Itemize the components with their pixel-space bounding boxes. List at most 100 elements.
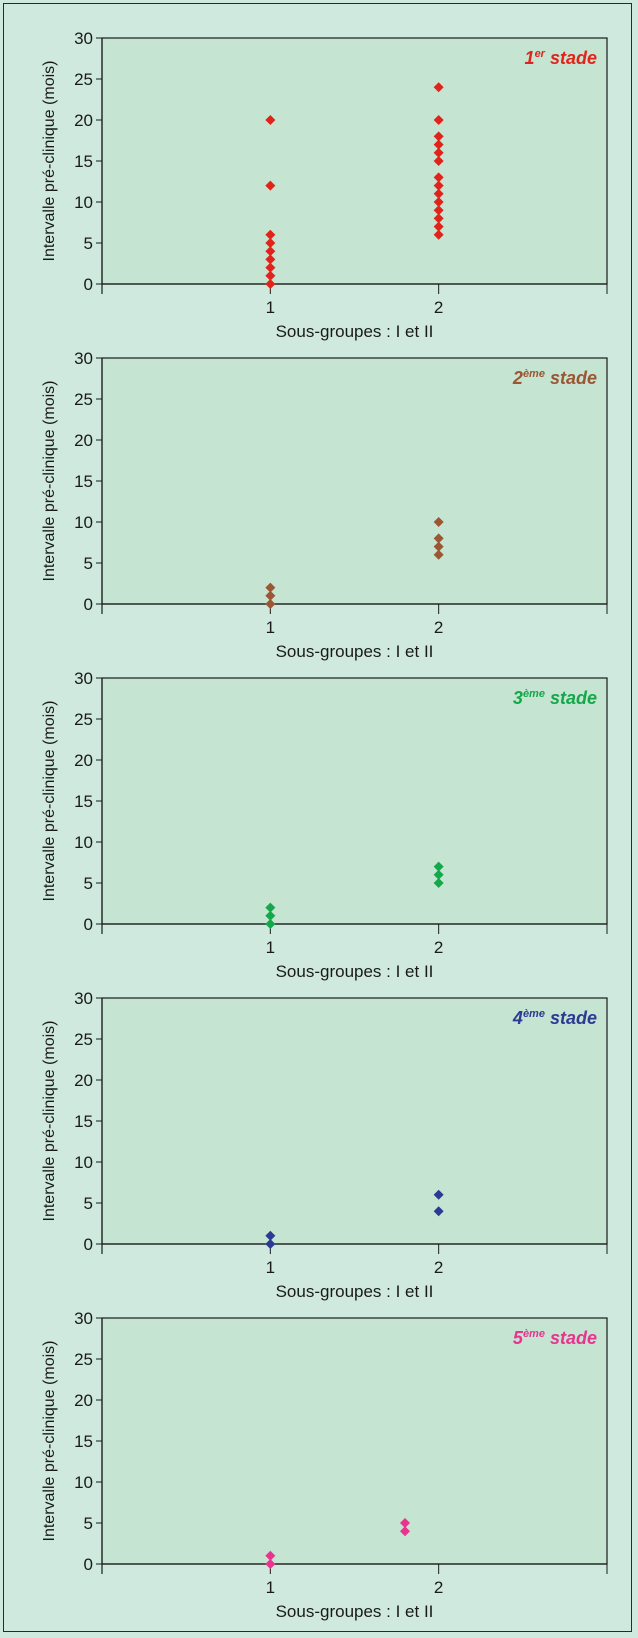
x-tick-label: 1 (266, 1578, 275, 1597)
y-tick-label: 10 (74, 833, 93, 852)
stage-title-text: stade (545, 1328, 597, 1348)
x-tick-label: 2 (434, 618, 443, 637)
x-axis-label: Sous-groupes : I et II (276, 1282, 434, 1301)
y-tick-label: 5 (84, 1194, 93, 1213)
y-tick-label: 25 (74, 70, 93, 89)
y-tick-label: 20 (74, 751, 93, 770)
x-axis-label: Sous-groupes : I et II (276, 962, 434, 981)
data-point (433, 131, 444, 142)
plot-area (101, 677, 608, 925)
data-point (265, 1559, 276, 1569)
x-tick-label: 1 (266, 938, 275, 957)
x-axis-label: Sous-groupes : I et II (276, 1602, 434, 1621)
stage-title: 4ème stade (512, 1008, 597, 1028)
data-point (265, 270, 276, 281)
y-tick-label: 25 (74, 710, 93, 729)
data-point (265, 1239, 276, 1249)
data-point (265, 590, 276, 601)
y-tick-label: 25 (74, 390, 93, 409)
data-point (433, 213, 444, 224)
data-point (433, 1189, 444, 1200)
stage-title: 3ème stade (513, 688, 597, 708)
data-point (433, 172, 444, 183)
y-tick-label: 15 (74, 152, 93, 171)
data-point (400, 1526, 410, 1537)
y-tick-label: 10 (74, 193, 93, 212)
x-tick-label: 2 (434, 1578, 443, 1597)
plot-area (101, 997, 608, 1245)
y-tick-label: 20 (74, 111, 93, 130)
y-tick-label: 5 (84, 874, 93, 893)
x-tick-label: 1 (266, 298, 275, 317)
data-point (265, 599, 276, 609)
x-tick-label: 2 (434, 1258, 443, 1277)
stage-title-superscript: ème (523, 368, 545, 380)
stage-title: 5ème stade (513, 1328, 597, 1348)
y-tick-label: 5 (84, 554, 93, 573)
y-tick-label: 0 (84, 915, 93, 934)
x-tick-label: 2 (434, 938, 443, 957)
stage-title-number: 2 (512, 368, 523, 388)
y-tick-label: 10 (74, 1473, 93, 1492)
y-tick-label: 25 (74, 1030, 93, 1049)
data-point (265, 229, 276, 240)
data-point (265, 582, 276, 593)
data-point (265, 180, 276, 191)
y-axis-label: Intervalle pré-clinique (mois) (41, 61, 58, 262)
x-tick-label: 2 (434, 298, 443, 317)
data-point (265, 279, 276, 289)
stage-title-text: stade (545, 1008, 597, 1028)
data-point (433, 205, 444, 216)
y-tick-label: 15 (74, 1432, 93, 1451)
stage-title-superscript: ème (523, 1328, 545, 1340)
stage-title-superscript: er (535, 48, 546, 60)
data-point (433, 229, 444, 240)
y-tick-label: 30 (74, 669, 93, 688)
y-tick-label: 20 (74, 1071, 93, 1090)
data-point (265, 910, 276, 921)
x-axis-label: Sous-groupes : I et II (276, 322, 434, 341)
y-axis-label: Intervalle pré-clinique (mois) (41, 381, 58, 582)
y-tick-label: 15 (74, 792, 93, 811)
y-tick-label: 10 (74, 513, 93, 532)
y-tick-label: 5 (84, 234, 93, 253)
y-axis-label: Intervalle pré-clinique (mois) (41, 1021, 58, 1222)
stage-title-number: 3 (513, 688, 523, 708)
y-tick-label: 15 (74, 1112, 93, 1131)
data-point (433, 869, 444, 880)
y-axis-label: Intervalle pré-clinique (mois) (41, 701, 58, 902)
data-point (433, 82, 444, 93)
y-tick-label: 25 (74, 1350, 93, 1369)
stage-title-superscript: ème (523, 1008, 545, 1020)
data-point (433, 221, 444, 232)
data-point (433, 147, 444, 158)
data-point (433, 861, 444, 872)
stage-title-number: 5 (513, 1328, 524, 1348)
y-tick-label: 30 (74, 349, 93, 368)
y-tick-label: 0 (84, 275, 93, 294)
data-point (265, 254, 276, 265)
data-point (433, 139, 444, 150)
data-point (265, 902, 276, 913)
data-point (433, 517, 444, 527)
stage-title-number: 1 (525, 48, 535, 68)
data-point (265, 1230, 276, 1241)
y-tick-label: 30 (74, 989, 93, 1008)
y-tick-label: 30 (74, 29, 93, 48)
stage-title: 1er stade (525, 48, 597, 68)
data-point (400, 1518, 410, 1528)
stage-title-superscript: ème (523, 688, 545, 700)
y-axis-label: Intervalle pré-clinique (mois) (41, 1341, 58, 1542)
stage-title: 2ème stade (512, 368, 597, 388)
stage-title-text: stade (545, 48, 597, 68)
stage-title-text: stade (545, 688, 597, 708)
x-axis-label: Sous-groupes : I et II (276, 642, 434, 661)
data-point (265, 919, 276, 929)
y-tick-label: 5 (84, 1514, 93, 1533)
data-point (433, 115, 444, 125)
